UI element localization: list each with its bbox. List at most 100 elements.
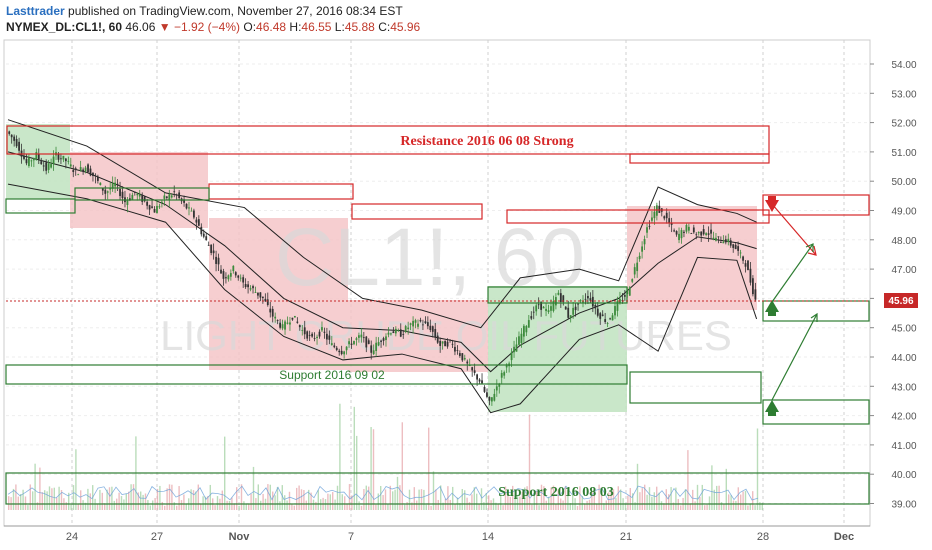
candle-body: [463, 358, 466, 360]
candle-body: [350, 343, 353, 345]
volume-bar: [20, 494, 22, 510]
candle-body: [658, 205, 661, 213]
volume-bar: [761, 502, 763, 510]
volume-bar: [646, 494, 648, 510]
volume-bar: [411, 502, 413, 510]
pink-zone-4: [627, 206, 757, 310]
volume-bar: [550, 487, 552, 510]
support-box-4[interactable]: [629, 371, 762, 404]
volume-bar: [512, 485, 514, 510]
candle-body: [589, 298, 592, 301]
candle-body: [94, 175, 97, 177]
volume-bar: [540, 484, 543, 510]
low-label: L:: [334, 20, 345, 34]
volume-bar: [478, 504, 480, 510]
volume-bar: [538, 505, 540, 510]
volume-bar: [44, 490, 46, 510]
candle-body: [567, 307, 570, 318]
support-box-aug[interactable]: [5, 472, 870, 505]
candle-body: [360, 334, 363, 338]
last-price: 46.06: [125, 20, 156, 34]
volume-bar: [711, 465, 713, 510]
volume-bar: [413, 487, 415, 510]
support-box-5[interactable]: [762, 300, 870, 322]
volume-bar: [644, 484, 646, 510]
candle-body: [636, 262, 639, 272]
buy-arrow-icon-2[interactable]: [765, 400, 779, 412]
volume-bar: [344, 496, 346, 510]
candle-body: [695, 234, 698, 236]
resistance-box-5[interactable]: [762, 194, 870, 216]
candle-body: [298, 325, 301, 328]
resistance-box-small[interactable]: [629, 153, 770, 164]
up-projection-1[interactable]: [771, 243, 814, 303]
volume-bar: [228, 500, 231, 510]
candle-body: [737, 246, 740, 251]
buy-arrow-stem-2: [768, 411, 776, 416]
close-label: C:: [378, 20, 391, 34]
volume-bar: [437, 499, 439, 510]
candle-body: [343, 351, 346, 355]
volume-bar: [684, 489, 687, 510]
resistance-box-main[interactable]: [6, 125, 770, 155]
volume-bar: [305, 500, 307, 510]
buy-arrow-stem: [768, 311, 776, 316]
volume-bar: [317, 490, 319, 510]
author-link[interactable]: Lasttrader: [6, 4, 65, 18]
volume-bar: [332, 492, 334, 510]
volume-bar: [70, 504, 72, 510]
support-box-1[interactable]: [5, 198, 76, 214]
price-tag: [884, 293, 918, 308]
volume-bar: [591, 491, 593, 510]
volume-bar: [125, 493, 127, 510]
volume-bar: [627, 495, 629, 510]
candle-body: [579, 300, 582, 302]
volume-bar: [32, 491, 34, 510]
candle-body: [25, 159, 28, 164]
volume-bar: [370, 427, 372, 510]
resistance-box-4[interactable]: [506, 209, 770, 224]
price-axis[interactable]: 54.00 53.00 52.00 51.00 50.00 49.00 48.00 47.00…: [870, 60, 917, 511]
volume-bar: [65, 502, 67, 510]
volume-bar: [660, 501, 663, 510]
candle-body: [311, 333, 314, 337]
volume-bar: [672, 502, 675, 510]
up-projection-2[interactable]: [771, 313, 818, 401]
volume-bar: [687, 450, 689, 510]
volume-bar: [303, 490, 305, 510]
resistance-box-3[interactable]: [351, 203, 483, 220]
time-axis[interactable]: 24 27 Nov 7 14 21 28 Dec: [4, 525, 870, 543]
volume-bar: [166, 488, 168, 510]
support-box-6[interactable]: [762, 399, 870, 425]
buy-arrow-icon[interactable]: [765, 300, 779, 312]
candle-body: [518, 336, 520, 345]
candle-body: [444, 341, 446, 347]
candle-body: [72, 170, 75, 173]
sell-arrow-icon[interactable]: [765, 200, 779, 212]
candle-body: [429, 325, 432, 331]
resistance-boxes: [6, 125, 870, 224]
y-tick-label: 43.00: [891, 382, 916, 393]
volume-bar: [360, 505, 363, 510]
candle-body: [217, 257, 220, 265]
volume-bar: [279, 501, 281, 510]
volume-bar: [72, 485, 75, 510]
volume-bar: [706, 504, 708, 510]
candle-body: [402, 334, 405, 335]
candle-body: [114, 182, 117, 187]
candle-body: [37, 154, 40, 160]
support-box-3[interactable]: [487, 286, 628, 304]
volume-bar: [341, 494, 343, 510]
volume-bar: [519, 496, 521, 510]
support-box-sep[interactable]: [5, 364, 628, 385]
candle-body: [690, 233, 693, 234]
volume-bar: [384, 489, 387, 510]
low-value: 45.88: [344, 20, 375, 34]
candle-body: [719, 242, 722, 243]
candle-body: [752, 278, 754, 295]
candle-body: [498, 383, 501, 387]
candle-body: [355, 338, 358, 340]
candle-body: [64, 158, 67, 162]
support-box-2[interactable]: [74, 187, 210, 201]
